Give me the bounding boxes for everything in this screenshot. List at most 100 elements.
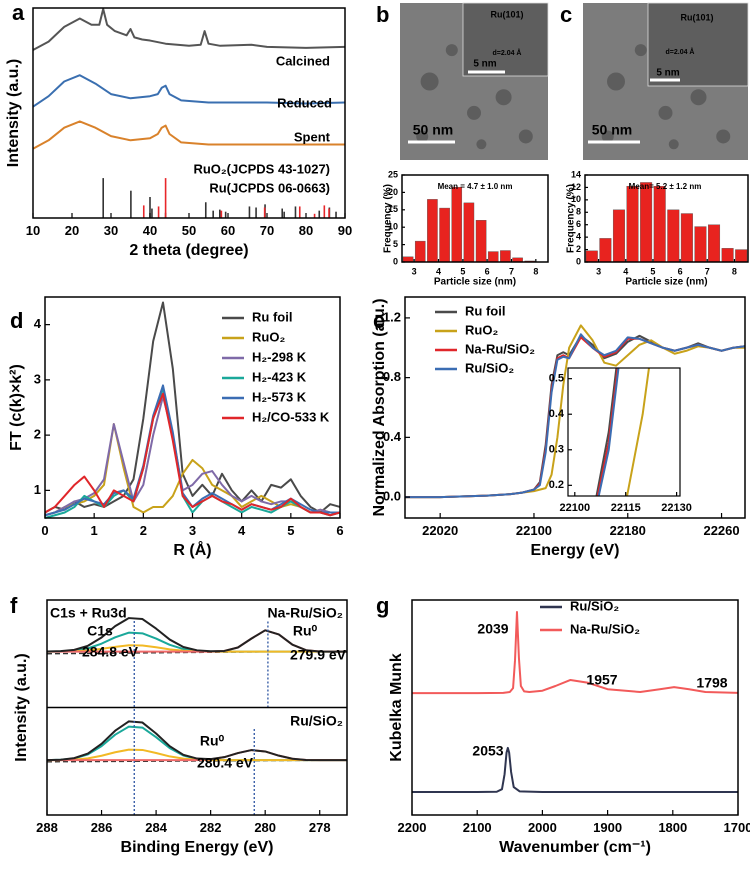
legend-label: H₂-298 K [252, 349, 307, 364]
annotation: Mean = 4.7 ± 1.0 nm [438, 182, 513, 191]
x-tick-label: 1800 [658, 820, 687, 835]
series-label: Spent [294, 129, 331, 144]
annotation: 1957 [586, 672, 617, 688]
annotation: Ru⁰ [293, 623, 318, 639]
hrtem-inset [647, 2, 749, 87]
tem-particle [668, 139, 679, 150]
y-tick-label: 2 [34, 427, 41, 442]
tem-particle [467, 105, 481, 120]
histogram-bar [414, 240, 426, 263]
x-axis-label: R (Å) [173, 540, 211, 559]
x-tick-label: 5 [460, 266, 465, 276]
panel-label: e [373, 308, 385, 333]
x-tick-label: 3 [596, 266, 601, 276]
y-tick-label: 20 [388, 187, 398, 197]
legend-label: Ru/SiO₂ [465, 360, 514, 375]
y-axis-label: Intensity (a.u.) [5, 59, 22, 167]
image-label: 50 nm [413, 122, 453, 138]
legend-label: Na-Ru/SiO₂ [465, 341, 535, 356]
tem-particle [476, 139, 487, 150]
x-axis-label: Energy (eV) [531, 542, 620, 559]
y-tick-label: 4 [34, 316, 42, 331]
image-label: 50 nm [592, 122, 632, 138]
y-tick-label: 0.0 [383, 489, 401, 504]
x-tick-label: 3 [412, 266, 417, 276]
y-tick-label: 10 [571, 194, 581, 204]
x-tick-label: 8 [732, 266, 737, 276]
x-tick-label: 278 [309, 820, 331, 835]
y-tick-label: 0.4 [549, 408, 565, 420]
tem-particle [495, 89, 512, 106]
x-tick-label: 4 [436, 266, 441, 276]
histogram-bar [694, 226, 707, 263]
x-tick-label: 4 [623, 266, 628, 276]
x-tick-label: 4 [238, 523, 246, 538]
histogram-bar [599, 238, 612, 263]
image-label: d=2.04 Å [493, 48, 522, 57]
tem-particle [658, 105, 673, 120]
legend-label: H₂-423 K [252, 369, 307, 384]
image-label: 5 nm [473, 59, 496, 70]
image-label: d=2.04 Å [666, 47, 695, 56]
series-line [412, 746, 738, 793]
histogram-bar [735, 249, 748, 263]
x-tick-label: 22130 [661, 502, 692, 514]
x-tick-label: 7 [509, 266, 514, 276]
x-tick-label: 0 [41, 523, 48, 538]
legend-label: Ru foil [465, 303, 505, 318]
x-tick-label: 7 [705, 266, 710, 276]
histogram-bar [427, 199, 438, 263]
x-tick-label: 2200 [398, 820, 427, 835]
x-tick-label: 20 [65, 223, 79, 238]
y-axis-label: FT (c(k)×k²) [8, 364, 25, 451]
x-tick-label: 60 [221, 223, 235, 238]
y-tick-label: 0.2 [549, 479, 564, 491]
x-axis-label: Particle size (nm) [434, 277, 516, 288]
series-line [405, 333, 746, 499]
y-tick-label: 0.3 [549, 444, 564, 456]
legend-label: Ru foil [252, 309, 292, 324]
series-line [32, 8, 346, 51]
x-tick-label: 2100 [463, 820, 492, 835]
series-line [46, 617, 347, 653]
x-tick-label: 284 [145, 820, 167, 835]
x-tick-label: 30 [104, 223, 118, 238]
x-tick-label: 282 [200, 820, 222, 835]
x-axis-label: Particle size (nm) [625, 277, 707, 288]
x-axis-label: 2 theta (degree) [129, 242, 248, 259]
histogram-bar [653, 185, 666, 263]
y-tick-label: 3 [34, 371, 41, 386]
inset-background [568, 368, 680, 496]
x-tick-label: 2 [140, 523, 147, 538]
tem-particle [416, 130, 429, 143]
y-tick-label: 25 [388, 169, 398, 179]
x-tick-label: 22115 [611, 502, 641, 514]
panel-label: c [560, 2, 572, 27]
x-tick-label: 1900 [593, 820, 622, 835]
annotation: Mean= 5.2 ± 1.2 nm [629, 182, 702, 191]
series-label: Calcined [276, 53, 330, 68]
series-line [44, 301, 341, 514]
series-line [44, 392, 341, 517]
plot-frame [411, 599, 739, 816]
annotation: 280.4 eV [197, 755, 254, 771]
legend-label: Na-Ru/SiO₂ [570, 621, 640, 636]
x-tick-label: 1 [91, 523, 98, 538]
histogram-bar [667, 209, 680, 263]
plot-frame [401, 174, 549, 263]
panel-label: g [376, 593, 389, 618]
x-tick-label: 6 [485, 266, 490, 276]
x-tick-label: 22100 [516, 523, 552, 538]
y-axis-label: Frequency (%) [383, 184, 394, 253]
y-tick-label: 2 [576, 244, 581, 254]
series-line [32, 74, 346, 108]
plot-frame [404, 296, 746, 519]
inset-frame [567, 367, 681, 497]
tem-particle [716, 129, 731, 144]
x-tick-label: 70 [260, 223, 274, 238]
x-tick-label: 22260 [703, 523, 739, 538]
histogram-bar [640, 182, 653, 263]
y-tick-label: 0.8 [383, 369, 401, 384]
y-axis-label: Intensity (a.u.) [13, 653, 30, 761]
